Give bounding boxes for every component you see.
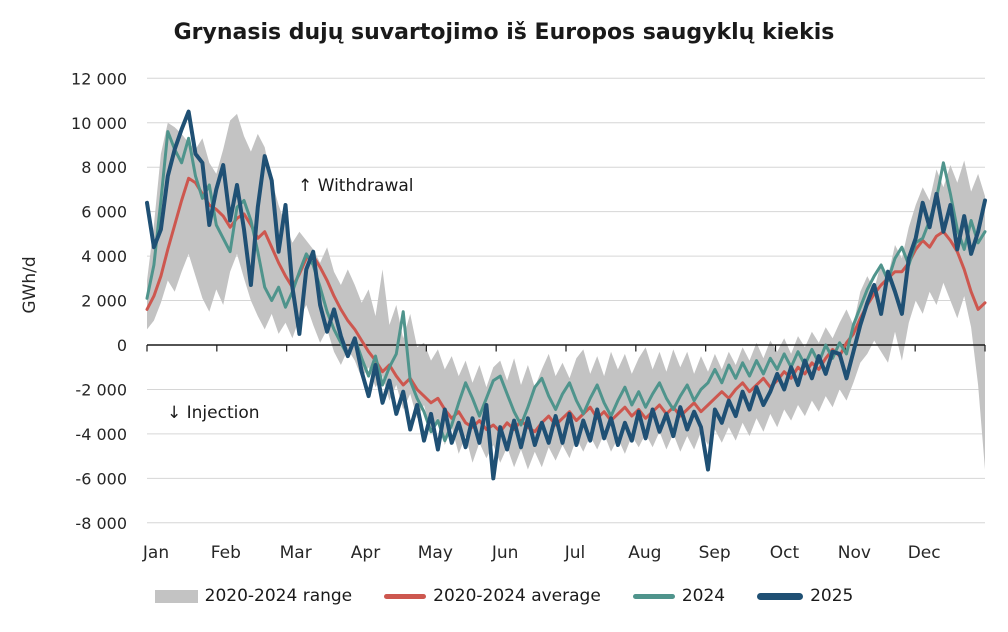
legend-label-2024: 2024 — [681, 586, 726, 606]
svg-text:Feb: Feb — [211, 543, 241, 563]
legend-item-2024: 2024 — [632, 586, 726, 606]
svg-text:Dec: Dec — [908, 543, 941, 563]
svg-text:Apr: Apr — [351, 543, 380, 563]
line-2025-icon — [757, 592, 804, 600]
legend-item-range: 2020-2024 range — [154, 586, 353, 606]
svg-text:Nov: Nov — [838, 543, 871, 563]
withdrawal-annotation: ↑ Withdrawal — [298, 176, 414, 196]
svg-text:-8 000: -8 000 — [75, 514, 127, 533]
svg-text:Mar: Mar — [280, 543, 312, 563]
legend-item-2025: 2025 — [757, 586, 853, 606]
y-axis-label: GWh/d — [20, 256, 40, 314]
range-swatch-icon — [154, 589, 198, 603]
legend-label-2025: 2025 — [810, 586, 854, 606]
line-2024-icon — [632, 593, 675, 599]
svg-text:-2 000: -2 000 — [75, 380, 127, 399]
svg-text:2 000: 2 000 — [81, 292, 127, 311]
svg-text:Sep: Sep — [699, 543, 731, 563]
svg-text:6 000: 6 000 — [81, 203, 127, 222]
svg-text:May: May — [418, 543, 453, 563]
svg-text:Jul: Jul — [564, 543, 586, 563]
legend-label-range: 2020-2024 range — [204, 586, 353, 606]
svg-text:4 000: 4 000 — [81, 247, 127, 266]
average-line-icon — [384, 593, 427, 599]
legend-item-average: 2020-2024 average — [384, 586, 601, 606]
svg-text:Aug: Aug — [628, 543, 661, 563]
svg-text:-4 000: -4 000 — [75, 425, 127, 444]
svg-text:10 000: 10 000 — [71, 114, 127, 133]
legend: 2020-2024 range 2020-2024 average 2024 2… — [0, 586, 1008, 606]
svg-text:0: 0 — [117, 336, 127, 355]
svg-text:12 000: 12 000 — [71, 69, 127, 88]
svg-text:8 000: 8 000 — [81, 158, 127, 177]
svg-text:Jun: Jun — [491, 543, 519, 563]
injection-annotation: ↓ Injection — [167, 403, 260, 423]
chart-title: Grynasis dujų suvartojimo iš Europos sau… — [173, 20, 835, 45]
svg-text:Jan: Jan — [142, 543, 169, 563]
svg-text:Oct: Oct — [770, 543, 800, 563]
svg-text:-6 000: -6 000 — [75, 469, 127, 488]
legend-label-average: 2020-2024 average — [433, 586, 601, 606]
